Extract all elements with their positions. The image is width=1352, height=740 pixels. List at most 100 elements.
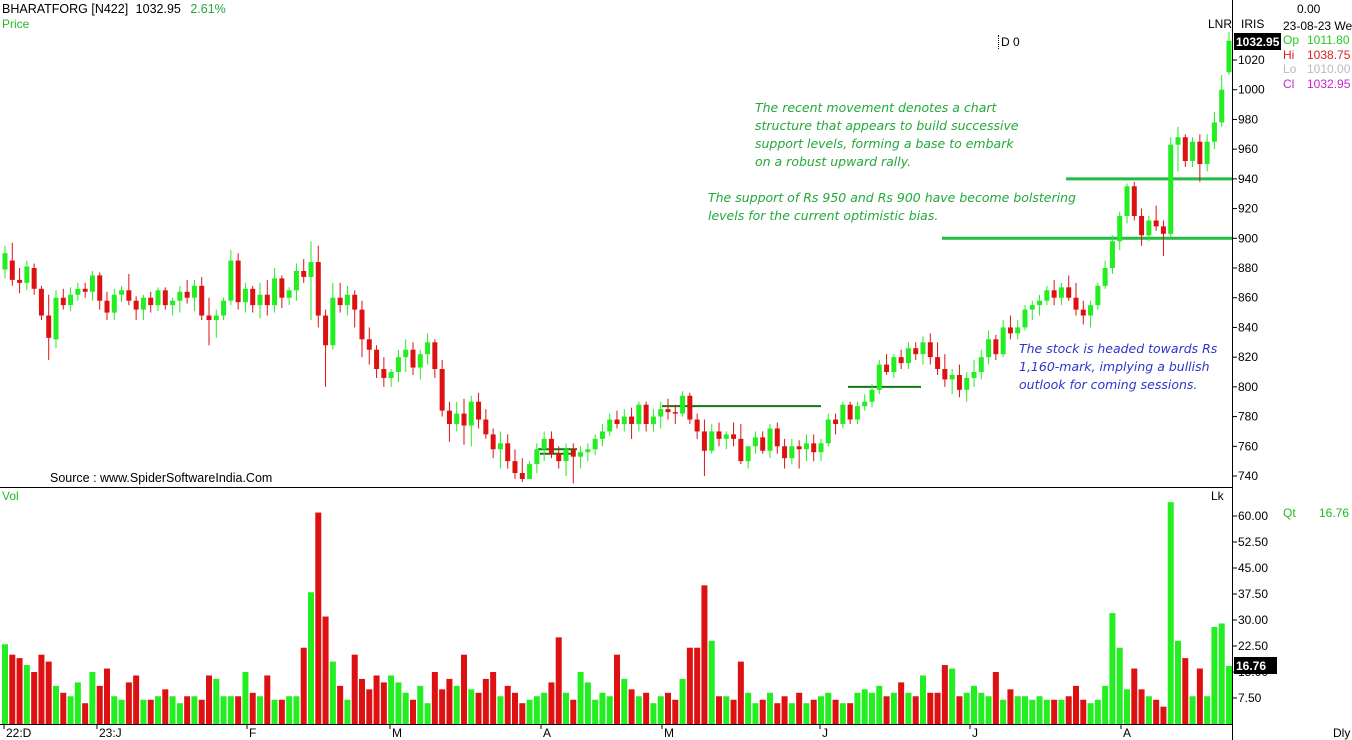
- volume-bar: [563, 692, 569, 724]
- candle-body: [680, 395, 686, 414]
- candle-body: [1190, 141, 1196, 162]
- candle-body: [898, 357, 904, 364]
- volume-bar: [628, 689, 635, 724]
- timeframe-label[interactable]: Dly: [1333, 726, 1351, 740]
- volume-bar: [978, 692, 985, 724]
- price-tick-label: 820: [1238, 350, 1258, 364]
- candle-body: [971, 372, 977, 378]
- volume-bar: [169, 696, 176, 724]
- volume-bar: [774, 703, 781, 724]
- volume-bar: [1029, 699, 1036, 724]
- candle-body: [1102, 268, 1108, 286]
- price-tick-label: 800: [1238, 380, 1258, 394]
- candle-body: [184, 291, 190, 298]
- volume-bar: [847, 703, 854, 724]
- volume-bar: [359, 678, 365, 724]
- volume-bar: [767, 692, 773, 724]
- candle-body: [978, 357, 984, 372]
- candle-body: [709, 431, 715, 451]
- volume-bar: [992, 672, 999, 724]
- candle-body: [643, 404, 649, 424]
- volume-bar: [366, 689, 373, 724]
- candle-body: [869, 389, 875, 402]
- candle-body: [490, 434, 496, 450]
- volume-bar: [1073, 685, 1079, 724]
- volume-bar: [497, 696, 504, 724]
- last-price-box: 1032.95: [1236, 35, 1280, 49]
- candle-body: [512, 461, 518, 474]
- cursor-readout: D 0: [998, 35, 1020, 49]
- volume-bar: [198, 699, 205, 724]
- price-axis: 740 760 780 800 820 840 860 880 900 920 940 960 980 1…: [1232, 53, 1265, 483]
- scale-mode-label[interactable]: LNR: [1208, 17, 1233, 31]
- candle-body: [97, 275, 103, 301]
- symbol-title: BHARATFORG [N422] 1032.95 2.61%: [2, 2, 226, 16]
- top-value: 0.00: [1297, 2, 1321, 16]
- time-tick-label: 22:D: [6, 726, 32, 740]
- candle-body: [403, 349, 409, 358]
- candle-body: [1117, 216, 1123, 242]
- volume-bar: [869, 692, 875, 724]
- price-tick-label: 1000: [1238, 83, 1265, 97]
- candle-body: [213, 315, 219, 320]
- candle-body: [206, 315, 212, 320]
- candle-body: [986, 339, 992, 358]
- volume-bar: [686, 647, 693, 724]
- candle-body: [417, 354, 423, 368]
- volume-bar: [140, 699, 147, 724]
- price-tick-label: 940: [1238, 172, 1258, 186]
- candle-body: [658, 409, 664, 417]
- volume-bar: [9, 654, 16, 724]
- candle-body: [388, 372, 394, 378]
- volume-bar: [468, 689, 475, 724]
- candle-body: [279, 278, 285, 298]
- volume-bar: [461, 654, 467, 724]
- candle-body: [1109, 241, 1115, 268]
- volume-bar: [1007, 689, 1014, 724]
- candle-body: [126, 290, 132, 301]
- candle-body: [556, 453, 562, 462]
- candle-body: [803, 443, 809, 450]
- candle-body: [264, 294, 270, 306]
- volume-bar: [453, 685, 460, 724]
- volume-bar: [614, 654, 620, 724]
- candle-body: [293, 270, 299, 291]
- candle-body: [956, 374, 962, 390]
- candle-body: [1007, 327, 1013, 334]
- volume-bar: [111, 696, 118, 724]
- volume-bar: [257, 696, 263, 724]
- volume-bar: [861, 689, 868, 724]
- annotation-support: The support of Rs 950 and Rs 900 have be…: [708, 190, 1076, 223]
- candle-body: [796, 446, 802, 450]
- candle-body: [9, 260, 15, 280]
- volume-bar: [679, 678, 686, 724]
- ohlc-label: Hi: [1283, 47, 1295, 62]
- candle-body: [323, 315, 329, 346]
- candle-body: [330, 297, 336, 346]
- candle-body: [1124, 186, 1130, 216]
- time-axis: 22:D 23:J F M A M J J A: [3, 724, 1131, 740]
- price-tick-label: 980: [1238, 112, 1258, 126]
- candle-body: [352, 294, 358, 310]
- volume-bar: [264, 675, 271, 724]
- candle-body: [527, 464, 533, 479]
- volume-bar: [1051, 699, 1058, 724]
- candle-body: [111, 294, 117, 313]
- candle-body: [548, 438, 554, 454]
- volume-bar: [1138, 689, 1145, 724]
- candle-body: [687, 395, 693, 420]
- time-tick-label: J: [822, 726, 828, 740]
- candle-body: [1000, 327, 1006, 355]
- indicator-label: IRIS: [1241, 17, 1265, 31]
- candle-body: [374, 349, 380, 370]
- candle-body: [17, 279, 23, 283]
- volume-bar: [1124, 689, 1130, 724]
- volume-bar: [278, 699, 285, 724]
- candle-body: [913, 348, 919, 355]
- candle-body: [964, 377, 970, 390]
- volume-bar: [643, 692, 650, 724]
- candle-body: [221, 300, 227, 316]
- volume-bar: [1087, 703, 1094, 724]
- candle-body: [31, 268, 37, 289]
- volume-bar: [876, 685, 883, 724]
